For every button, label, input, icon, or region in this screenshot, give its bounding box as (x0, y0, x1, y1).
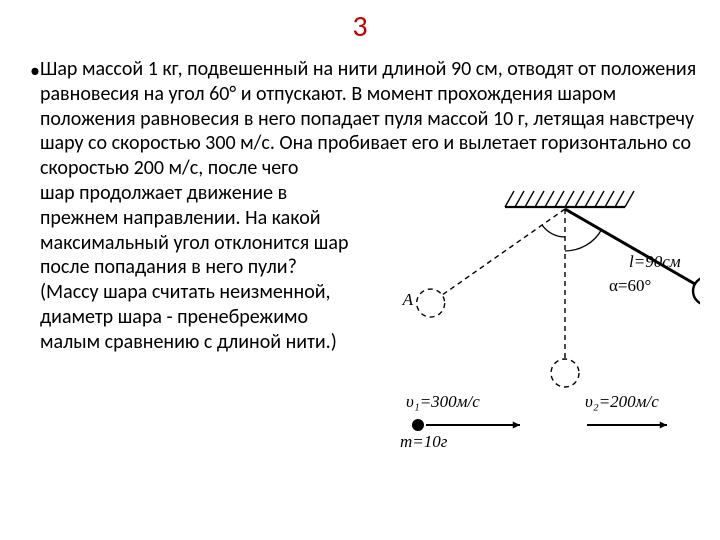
svg-text:α=60°: α=60° (609, 276, 651, 295)
svg-text:l=90см: l=90см (629, 252, 681, 271)
slide: 3 • Шар массой 1 кг, подвешенный на нити… (0, 0, 720, 540)
bullet-glyph: • (30, 57, 40, 84)
bullet-item: • Шар массой 1 кг, подвешенный на нити д… (30, 57, 690, 463)
slide-number-title: 3 (30, 8, 690, 45)
svg-text:A: A (402, 290, 414, 309)
svg-text:υ₁=300м/с: υ₁=300м/с (406, 392, 480, 411)
paragraph-left: шар продолжает движение в прежнем направ… (40, 181, 360, 463)
paragraph-top: Шар массой 1 кг, подвешенный на нити дли… (40, 57, 696, 180)
figure-container: Al=90смα=60°M=1кгυ₁=300м/сυ₂=200м/сm=10г (360, 181, 700, 463)
problem-text: Шар массой 1 кг, подвешенный на нити дли… (40, 57, 700, 463)
svg-text:m=10г: m=10г (400, 432, 448, 451)
pendulum-diagram: Al=90смα=60°M=1кгυ₁=300м/сυ₂=200м/сm=10г (360, 181, 700, 456)
svg-text:υ₂=200м/с: υ₂=200м/с (585, 392, 659, 411)
